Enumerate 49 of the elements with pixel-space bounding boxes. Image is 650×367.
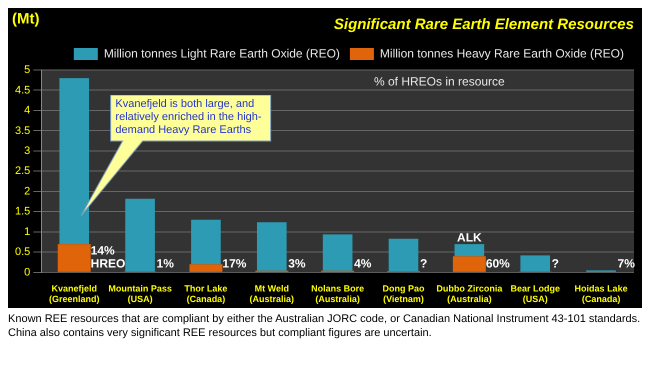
annotation: ?: [552, 256, 560, 271]
x-tick-label: Bear Lodge (USA): [510, 283, 560, 304]
annotation: 60%: [486, 256, 510, 271]
bar: [125, 198, 155, 272]
bar: [58, 244, 91, 272]
x-tick-label: Mt Weld (Australia): [250, 283, 294, 304]
y-tick-label: 4.5: [14, 84, 30, 96]
annotation: ALK: [457, 230, 482, 244]
bar: [520, 255, 550, 272]
annotation: 7%: [618, 256, 636, 271]
annotation: 1%: [156, 256, 174, 271]
x-tick-label: Mountain Pass (USA): [108, 283, 172, 304]
text: Known REE resources that are compliant by either the Australian JORC code, or Canadian National Instrument 43-101 standards.: [8, 312, 642, 326]
x-tick-label: Dubbo Zirconia (Australia): [436, 283, 504, 304]
annotation: 3%: [288, 256, 306, 271]
bar: [388, 238, 418, 272]
bar: [59, 78, 90, 244]
bar: [256, 222, 287, 271]
bar: [191, 220, 221, 264]
annotation: 17%: [222, 256, 247, 271]
bar: [454, 244, 484, 256]
y-tick-label: 4: [24, 104, 30, 117]
annotation: Kvanefjeld is both large, and relatively enriched in the high-demand Heavy Rare Earths: [114, 97, 263, 138]
annotation: 14% HREO: [90, 244, 126, 271]
annotation: ?: [420, 256, 428, 271]
annotation: % of HREOs in resource: [374, 74, 506, 88]
chart-title: Significant Rare Earth Element Resources: [334, 16, 634, 34]
legend-label: Million tonnes Heavy Rare Earth Oxide (REO): [380, 46, 624, 60]
bar: [322, 234, 352, 271]
y-tick-label: 3.5: [14, 124, 30, 137]
x-tick-label: Kvanefjeld (Greenland): [48, 283, 100, 304]
annotation: 4%: [354, 256, 372, 271]
y-tick-label: 0: [24, 266, 30, 278]
legend-label: Million tonnes Light Rare Earth Oxide (REO): [104, 46, 340, 60]
y-tick-label: 2: [24, 185, 30, 198]
x-tick-label: Hoidas Lake (Canada): [574, 283, 628, 304]
y-axis-title: (Mt): [12, 10, 40, 28]
y-tick-label: 1.5: [14, 206, 30, 218]
y-tick-label: 5: [24, 64, 30, 76]
y-tick-label: 1: [24, 226, 30, 238]
bar: [452, 256, 486, 272]
x-tick-label: Dong Pao (Vietnam): [382, 283, 426, 304]
y-tick-label: 3: [24, 144, 30, 157]
y-tick-label: 2.5: [14, 165, 30, 178]
bar: [189, 264, 222, 272]
x-tick-label: Thor Lake (Canada): [184, 283, 228, 304]
y-tick-label: 0.5: [14, 246, 30, 258]
text: China also contains very significant REE resources but compliant figures are uncertain.: [8, 326, 433, 340]
x-tick-label: Nolans Bore (Australia): [311, 283, 364, 304]
